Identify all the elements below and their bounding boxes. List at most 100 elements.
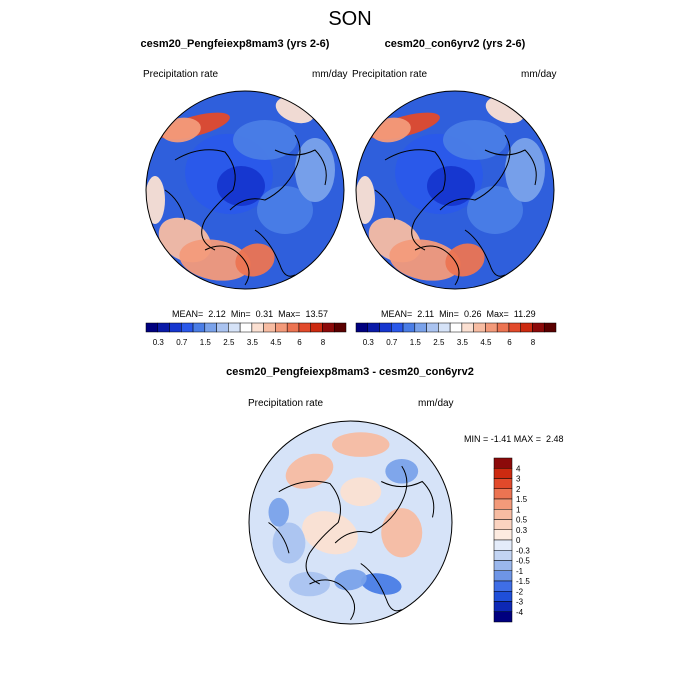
- precip-field: [285, 453, 334, 489]
- colorbar-tick-label: 0.7: [176, 338, 188, 347]
- colorbar-tick-label: 8: [531, 338, 536, 347]
- colorbar-swatch: [493, 457, 513, 469]
- colorbar-tick-label: 6: [507, 338, 512, 347]
- colorbar-tick-label: 4.5: [270, 338, 282, 347]
- coastline: [174, 149, 236, 251]
- colorbar-swatch: [493, 580, 513, 592]
- difference-polar-map: [248, 420, 453, 625]
- colorbar-tick-label: 2: [516, 485, 521, 494]
- colorbar-tick-label: 3: [516, 475, 521, 484]
- colorbar-swatch: [367, 322, 380, 333]
- colorbar-swatch: [414, 322, 427, 333]
- colorbar-swatch: [157, 322, 170, 333]
- colorbar-swatch: [493, 611, 513, 623]
- colorbar-swatch: [322, 322, 335, 333]
- panel1-polar-map: [145, 90, 345, 290]
- colorbar-tick-label: 3.5: [247, 338, 259, 347]
- difference-colorbar: 4 321.51 0.50.30-0.3 -0.5-1-1.5-2 -3-4: [493, 457, 530, 623]
- colorbar-swatch: [355, 322, 369, 333]
- colorbar-tick-label: 1.5: [200, 338, 212, 347]
- colorbar-swatch: [181, 322, 194, 333]
- coastline: [360, 563, 402, 612]
- colorbar-swatch: [493, 509, 513, 520]
- colorbar-tick-label: 8: [321, 338, 326, 347]
- precip-field: [340, 477, 382, 507]
- colorbar-swatch: [228, 322, 241, 333]
- precip-field: [268, 497, 289, 527]
- panel2-units-label: mm/day: [521, 69, 557, 80]
- precip-field: [302, 511, 358, 555]
- colorbar-tick-label: 0: [516, 536, 521, 545]
- panel2-stats: MEAN= 2.11 Min= 0.26 Max= 11.29: [381, 309, 536, 319]
- colorbar-swatch: [493, 560, 513, 571]
- coastline: [414, 245, 460, 286]
- colorbar-swatch: [216, 322, 229, 333]
- coastline: [484, 149, 537, 186]
- colorbar-swatch: [239, 322, 253, 333]
- panel1-stats: MEAN= 2.12 Min= 0.31 Max= 13.57: [172, 309, 328, 319]
- coastline: [268, 522, 290, 554]
- difference-units-label: mm/day: [418, 398, 454, 409]
- precip-field: [427, 166, 475, 206]
- colorbar-swatch: [493, 519, 513, 530]
- colorbar-swatch: [379, 322, 392, 333]
- colorbar-swatch: [496, 322, 510, 333]
- colorbar-tick-label: -0.3: [516, 546, 530, 555]
- difference-variable-label: Precipitation rate: [248, 398, 324, 409]
- map-border: [248, 420, 453, 625]
- precip-field: [332, 432, 390, 457]
- season-title: SON: [328, 8, 372, 30]
- colorbar-swatch: [493, 478, 513, 489]
- coastline: [464, 229, 506, 277]
- colorbar-swatch: [310, 322, 323, 333]
- colorbar-swatch: [493, 570, 513, 582]
- colorbar-swatch: [485, 322, 498, 333]
- coastline: [381, 480, 435, 518]
- colorbar-tick-label: 0.7: [386, 338, 398, 347]
- colorbar-tick-label: 4.5: [480, 338, 492, 347]
- precip-field: [356, 176, 375, 224]
- panel1-colorbar: 0.3 0.7 1.5 2.5 3.5 4.5 6 8: [145, 322, 347, 347]
- colorbar-swatch: [493, 539, 513, 551]
- colorbar-swatch: [275, 322, 288, 333]
- precip-field: [146, 176, 165, 224]
- colorbar-swatch: [493, 550, 513, 561]
- panel2-polar-map: [355, 90, 555, 290]
- precip-field: [233, 120, 297, 160]
- panel1-variable-label: Precipitation rate: [143, 69, 219, 80]
- colorbar-tick-label: 2.5: [223, 338, 235, 347]
- colorbar-tick-label: 1: [516, 505, 521, 514]
- colorbar-swatch: [532, 322, 545, 333]
- colorbar-swatch: [263, 322, 276, 333]
- colorbar-swatch: [286, 322, 300, 333]
- colorbar-swatch: [426, 322, 439, 333]
- colorbar-swatch: [402, 322, 416, 333]
- colorbar-tick-label: 0.3: [363, 338, 375, 347]
- panel1-title: cesm20_Pengfeiexp8mam3 (yrs 2-6): [140, 38, 330, 50]
- colorbar-swatch: [461, 322, 474, 333]
- precip-field: [295, 138, 335, 202]
- map-border: [145, 90, 345, 290]
- precip-field: [272, 522, 306, 564]
- colorbar-tick-label: -4: [516, 608, 524, 617]
- panel2-colorbar: 0.3 0.7 1.5 2.5 3.5 4.5 6 8: [355, 322, 557, 347]
- panel1-units-label: mm/day: [312, 69, 348, 80]
- colorbar-tick-label: 3.5: [457, 338, 469, 347]
- colorbar-swatch: [493, 488, 513, 500]
- colorbar-swatch: [473, 322, 486, 333]
- colorbar-swatch: [391, 322, 404, 333]
- coastline: [309, 579, 356, 621]
- colorbar-swatch: [449, 322, 463, 333]
- colorbar-swatch: [333, 322, 347, 333]
- precip-field: [257, 186, 313, 234]
- precip-field: [467, 186, 523, 234]
- colorbar-swatch: [438, 322, 451, 333]
- precip-field: [385, 458, 419, 484]
- coastline: [229, 134, 301, 211]
- coastline: [204, 245, 250, 286]
- colorbar-tick-label: 4: [516, 464, 521, 473]
- coastline: [254, 229, 296, 277]
- colorbar-swatch: [493, 591, 513, 602]
- colorbar-tick-label: -1: [516, 567, 524, 576]
- colorbar-tick-label: 0.5: [516, 516, 528, 525]
